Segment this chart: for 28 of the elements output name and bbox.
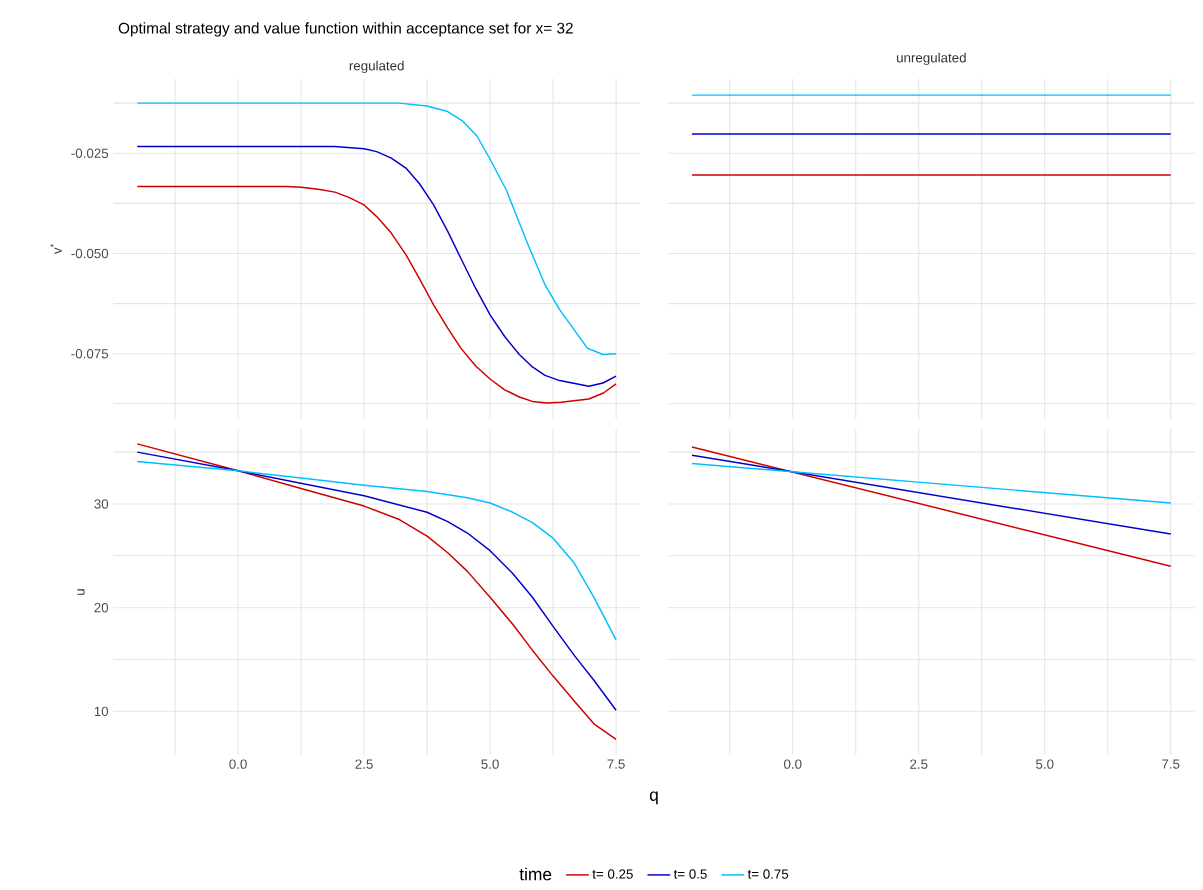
line-series [136, 102, 617, 356]
x-tick-label: 5.0 [481, 759, 499, 769]
x-tick-label: 5.0 [1036, 759, 1054, 769]
x-tick-label: 7.5 [607, 759, 625, 769]
legend-label: t= 0.75 [747, 869, 789, 879]
line-series [136, 185, 617, 404]
y-axis-title: v$^{*}$ [50, 244, 62, 255]
line-series [136, 145, 617, 387]
x-axis-title: q [649, 791, 658, 805]
x-tick-label: 7.5 [1162, 759, 1180, 769]
x-tick-label: 0.0 [229, 759, 247, 769]
chart-title: Optimal strategy and value function within acceptance set for x= 32 [118, 22, 573, 37]
legend-label: t= 0.5 [673, 869, 707, 879]
line-series [136, 460, 617, 641]
chart-subtitle: regulated [349, 60, 404, 74]
legend-label: t= 0.25 [592, 869, 633, 879]
y-tick-label: -0.050 [71, 248, 109, 259]
y-tick-label: 30 [94, 499, 109, 509]
y-tick-label: 10 [94, 706, 109, 717]
x-tick-label: 0.0 [784, 759, 802, 769]
y-tick-label: -0.025 [71, 148, 109, 158]
chart-title: unregulated [896, 52, 966, 66]
x-tick-label: 2.5 [910, 759, 928, 769]
y-axis-title: u [77, 589, 85, 595]
x-tick-label: 2.5 [355, 759, 373, 769]
y-tick-label: 20 [94, 602, 109, 613]
y-tick-label: -0.075 [71, 349, 109, 359]
legend-title: time [519, 867, 552, 881]
